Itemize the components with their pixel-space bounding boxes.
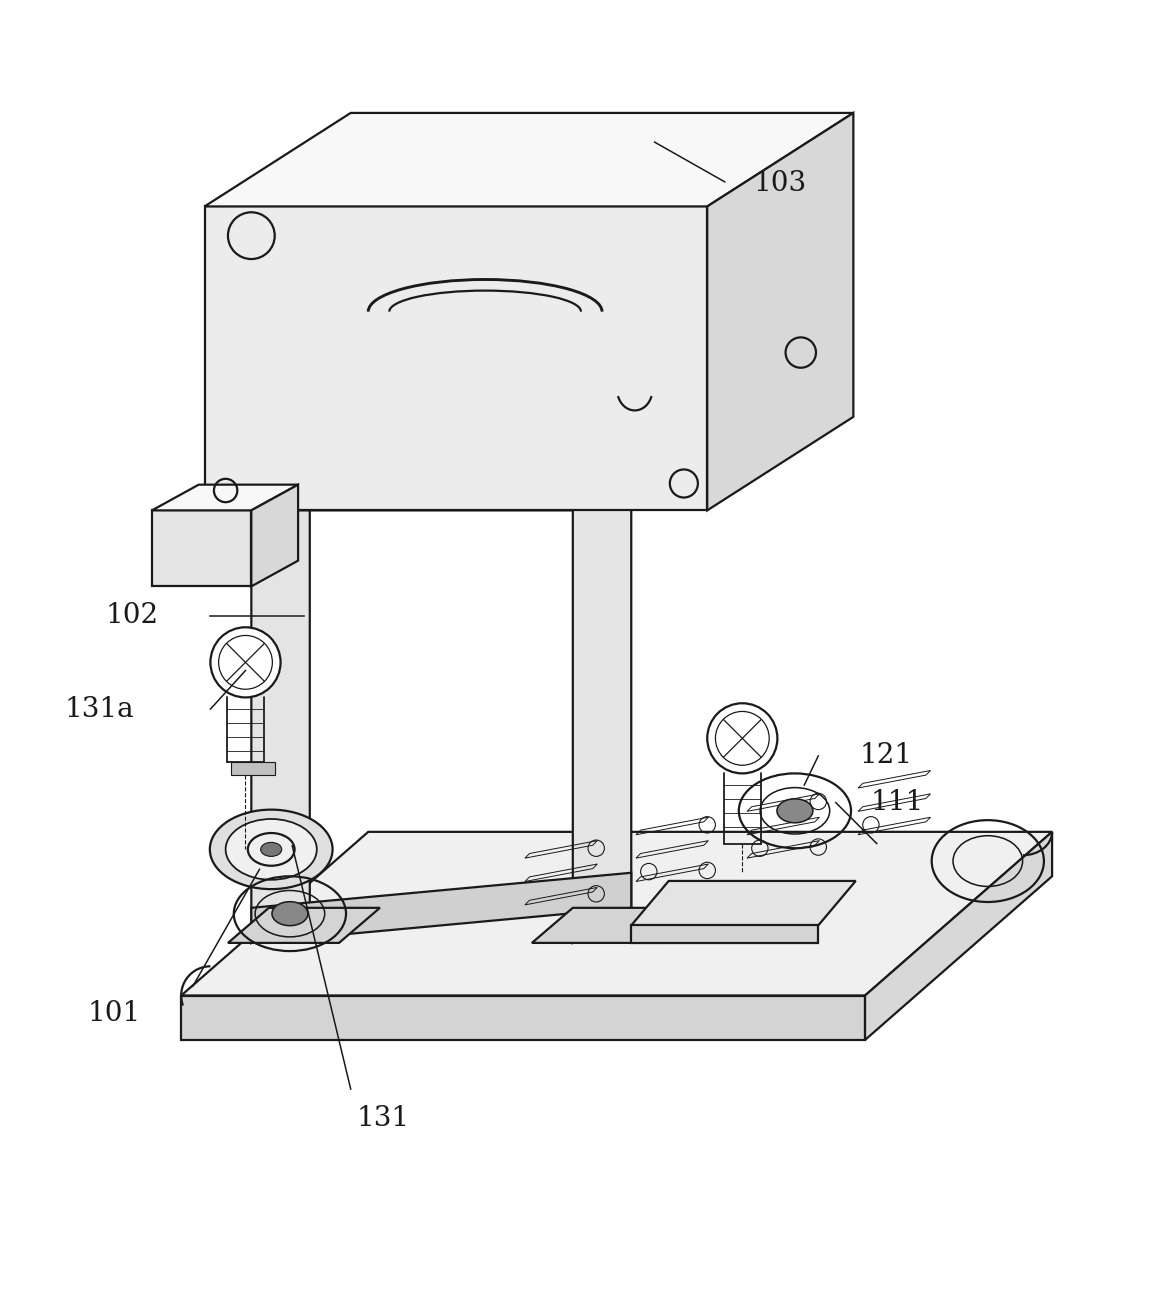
Polygon shape bbox=[152, 511, 251, 587]
Ellipse shape bbox=[777, 798, 812, 823]
Polygon shape bbox=[251, 475, 631, 511]
Text: 121: 121 bbox=[859, 742, 912, 769]
Text: 101: 101 bbox=[88, 999, 141, 1027]
Ellipse shape bbox=[210, 810, 333, 889]
Polygon shape bbox=[205, 113, 853, 206]
Polygon shape bbox=[152, 484, 298, 511]
Polygon shape bbox=[251, 873, 631, 943]
Ellipse shape bbox=[272, 902, 307, 926]
Text: 131a: 131a bbox=[64, 696, 134, 722]
Text: 102: 102 bbox=[105, 603, 158, 629]
Polygon shape bbox=[532, 907, 701, 943]
Polygon shape bbox=[573, 475, 631, 943]
Polygon shape bbox=[251, 475, 310, 943]
Circle shape bbox=[707, 704, 777, 773]
Ellipse shape bbox=[226, 819, 317, 880]
Polygon shape bbox=[251, 431, 397, 511]
Polygon shape bbox=[707, 113, 853, 511]
Polygon shape bbox=[631, 926, 818, 943]
Polygon shape bbox=[205, 206, 707, 511]
Circle shape bbox=[210, 628, 281, 697]
Polygon shape bbox=[181, 995, 865, 1040]
Polygon shape bbox=[865, 832, 1052, 1040]
Polygon shape bbox=[251, 484, 298, 587]
Text: 103: 103 bbox=[754, 169, 807, 197]
Ellipse shape bbox=[261, 843, 282, 856]
Polygon shape bbox=[631, 881, 856, 926]
Polygon shape bbox=[231, 762, 275, 775]
Text: 131: 131 bbox=[357, 1104, 409, 1132]
Polygon shape bbox=[228, 907, 380, 943]
Text: 111: 111 bbox=[871, 789, 925, 817]
Polygon shape bbox=[181, 832, 1052, 995]
